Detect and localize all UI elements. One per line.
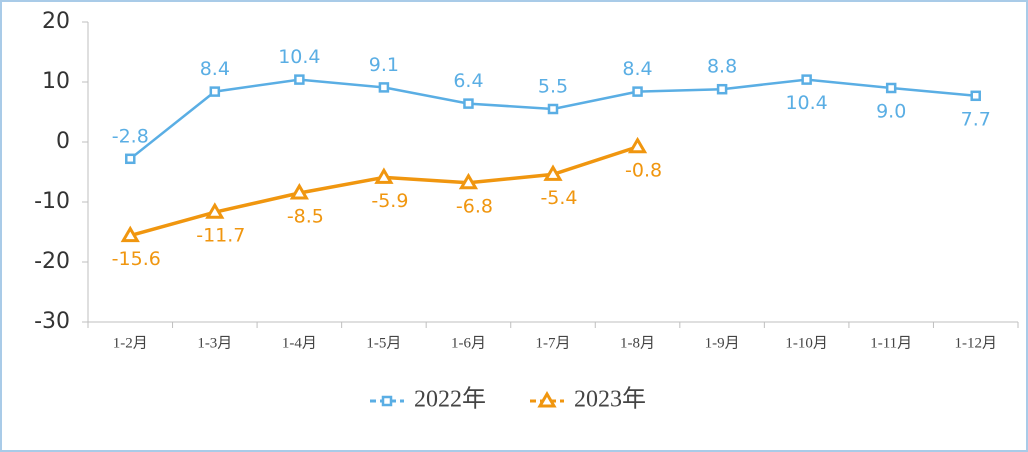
point <box>374 167 394 184</box>
point <box>547 103 559 115</box>
point <box>120 225 140 243</box>
data-label: -8.5 <box>287 206 324 228</box>
point <box>543 164 563 181</box>
point <box>885 82 897 94</box>
data-label: 10.4 <box>278 46 320 68</box>
y-tick-label: 10 <box>42 69 70 94</box>
point <box>209 86 221 97</box>
data-label: 8.4 <box>622 58 652 80</box>
x-tick-label: 1-6月 <box>451 335 486 351</box>
data-label: -6.8 <box>456 195 493 217</box>
data-label: -5.4 <box>540 187 577 209</box>
x-tick-label: 1-7月 <box>536 335 571 351</box>
data-label: 6.4 <box>453 70 483 92</box>
x-tick-label: 1-9月 <box>705 335 740 351</box>
point <box>463 98 474 109</box>
y-tick-label: -20 <box>34 249 70 274</box>
data-label: 9.1 <box>369 54 399 76</box>
point <box>632 86 643 97</box>
data-label: 9.0 <box>876 101 906 123</box>
data-label: 5.5 <box>538 76 568 98</box>
data-label: -11.7 <box>196 225 245 247</box>
y-tick-label: -30 <box>34 309 70 334</box>
x-tick-label: 1-11月 <box>870 335 912 351</box>
data-label: 8.4 <box>200 58 230 80</box>
data-label: 10.4 <box>785 92 827 114</box>
point <box>627 136 648 154</box>
legend-label: 2022年 <box>414 386 486 413</box>
point <box>289 183 309 200</box>
data-label: -15.6 <box>112 248 161 270</box>
point <box>970 90 981 102</box>
point <box>537 391 557 408</box>
y-tick-label: -10 <box>34 189 70 214</box>
point <box>801 74 812 85</box>
x-tick-label: 1-4月 <box>282 335 317 351</box>
legend-label: 2023年 <box>574 386 646 413</box>
point <box>125 153 136 165</box>
x-tick-label: 1-5月 <box>366 335 401 351</box>
point <box>205 202 225 219</box>
x-tick-label: 1-10月 <box>785 335 828 351</box>
point <box>378 82 390 93</box>
data-label: 8.8 <box>707 56 737 78</box>
data-label: -5.9 <box>371 190 408 212</box>
y-tick-label: 20 <box>42 9 70 34</box>
data-label: -2.8 <box>112 125 149 147</box>
y-tick-label: 0 <box>56 129 70 154</box>
point <box>294 74 305 85</box>
x-tick-label: 1-2月 <box>113 335 148 351</box>
point <box>458 172 479 190</box>
x-tick-label: 1-12月 <box>954 335 997 351</box>
point <box>381 395 393 407</box>
point <box>716 83 728 95</box>
data-label: 7.7 <box>961 108 991 130</box>
x-tick-label: 1-3月 <box>197 335 232 351</box>
x-tick-label: 1-8月 <box>620 335 655 351</box>
data-label: -0.8 <box>625 159 662 181</box>
